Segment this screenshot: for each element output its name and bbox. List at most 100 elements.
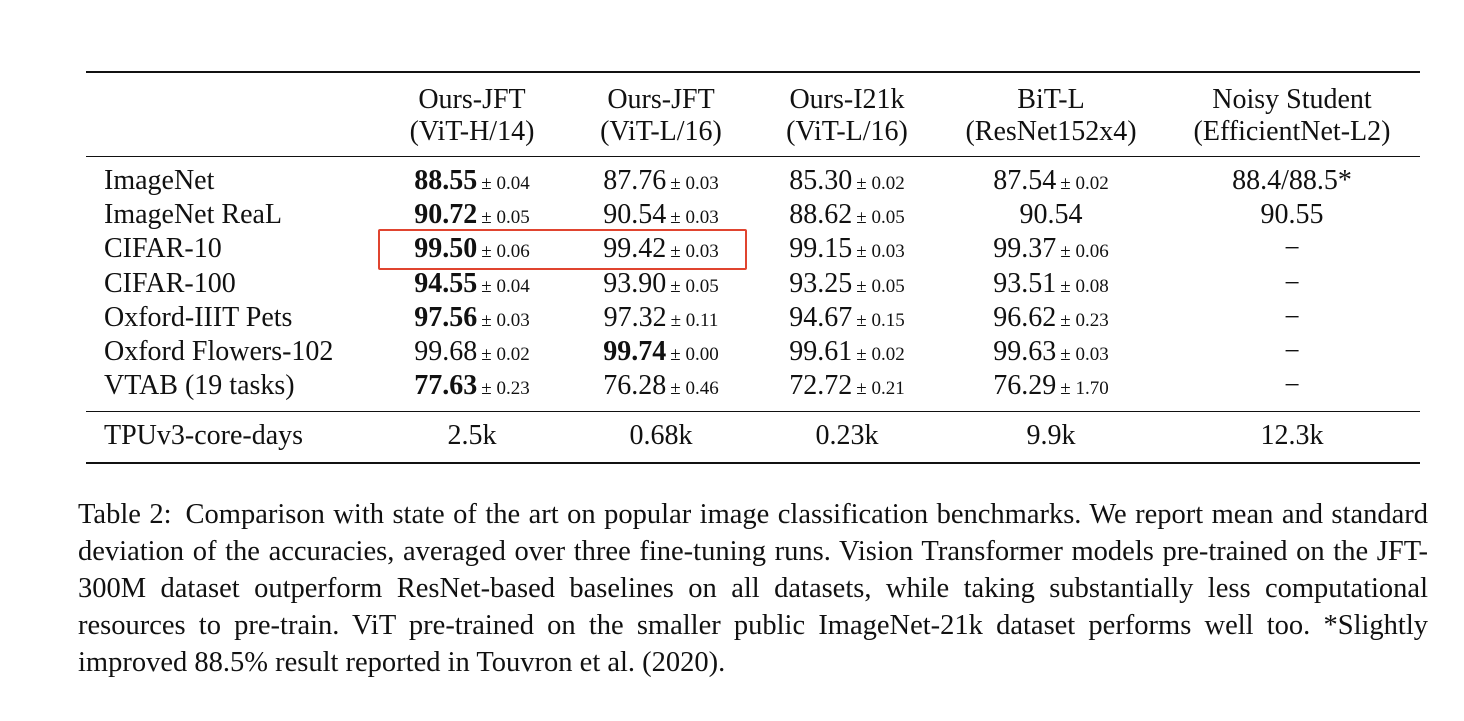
table-cell: 76.28 ± 0.46 bbox=[603, 369, 718, 406]
table-cell: 96.62 ± 0.23 bbox=[993, 301, 1108, 338]
cell-std-dev: ± 0.23 bbox=[1060, 310, 1109, 331]
cell-std-dev: ± 0.06 bbox=[1060, 241, 1109, 262]
column-header-name: Ours-I21k bbox=[789, 84, 905, 115]
cell-std-dev: ± 0.03 bbox=[670, 173, 719, 194]
cell-value: 93.51 bbox=[993, 268, 1057, 299]
cell-value: − bbox=[1284, 302, 1300, 333]
table-cell: 93.51 ± 0.08 bbox=[993, 267, 1108, 304]
table-cell: 87.76 ± 0.03 bbox=[603, 164, 718, 201]
table-cell: 87.54 ± 0.02 bbox=[993, 164, 1108, 201]
cell-value: 77.63 bbox=[414, 370, 478, 401]
table-cell: 88.62 ± 0.05 bbox=[789, 198, 904, 235]
table-cell: 93.25 ± 0.05 bbox=[789, 267, 904, 304]
cell-std-dev: ± 0.03 bbox=[670, 241, 719, 262]
table-bottom-rule bbox=[86, 462, 1420, 464]
cell-std-dev: ± 1.70 bbox=[1060, 378, 1109, 399]
cell-std-dev: ± 0.02 bbox=[481, 344, 530, 365]
table-cell: 97.56 ± 0.03 bbox=[414, 301, 529, 338]
cell-std-dev: ± 0.03 bbox=[1060, 344, 1109, 365]
column-header: Ours-JFT (ViT-H/14) bbox=[410, 84, 535, 148]
cell-value: 99.50 bbox=[414, 233, 478, 264]
cell-value: 94.67 bbox=[789, 302, 853, 333]
cell-value: 97.32 bbox=[603, 302, 667, 333]
cell-value: 88.55 bbox=[414, 165, 478, 196]
cell-std-dev: ± 0.02 bbox=[856, 173, 905, 194]
table-cell: 94.67 ± 0.15 bbox=[789, 301, 904, 338]
cell-std-dev: ± 0.03 bbox=[856, 241, 905, 262]
table-cell: 72.72 ± 0.21 bbox=[789, 369, 904, 406]
row-label: Oxford-IIIT Pets bbox=[104, 302, 293, 333]
cell-value: 93.25 bbox=[789, 268, 853, 299]
column-header: Noisy Student (EfficientNet-L2) bbox=[1194, 84, 1391, 148]
cell-std-dev: ± 0.11 bbox=[670, 310, 719, 331]
column-header: BiT-L (ResNet152x4) bbox=[965, 84, 1136, 148]
cell-std-dev: ± 0.03 bbox=[481, 310, 530, 331]
cell-value: 88.62 bbox=[789, 199, 853, 230]
caption-label: Table 2: bbox=[78, 499, 172, 530]
cell-std-dev: ± 0.04 bbox=[481, 276, 530, 297]
row-label: CIFAR-10 bbox=[104, 233, 222, 264]
column-header-name: Ours-JFT bbox=[418, 84, 526, 115]
table-cell: 76.29 ± 1.70 bbox=[993, 369, 1108, 406]
cell-value: 99.68 bbox=[414, 336, 478, 367]
cost-cell: 0.68k bbox=[629, 420, 693, 451]
cell-value: 97.56 bbox=[414, 302, 478, 333]
table-cell: 90.55 bbox=[1261, 198, 1324, 232]
cell-std-dev: ± 0.06 bbox=[481, 241, 530, 262]
table-cell: 99.61 ± 0.02 bbox=[789, 335, 904, 372]
table-cell: 90.54 ± 0.03 bbox=[603, 198, 718, 235]
row-label: TPUv3-core-days bbox=[104, 420, 304, 451]
cell-value: 90.54 bbox=[603, 199, 667, 230]
table-cell: − bbox=[1284, 301, 1300, 335]
cell-std-dev: ± 0.04 bbox=[481, 173, 530, 194]
table-cell: − bbox=[1284, 369, 1300, 403]
cell-std-dev: ± 0.05 bbox=[481, 207, 530, 228]
cell-std-dev: ± 0.02 bbox=[1060, 173, 1109, 194]
table-cell: 88.4/88.5* bbox=[1232, 164, 1352, 198]
cell-value: − bbox=[1284, 370, 1300, 401]
cost-cell: 0.23k bbox=[815, 420, 879, 451]
cell-std-dev: ± 0.00 bbox=[670, 344, 719, 365]
table-cost-rule bbox=[86, 411, 1420, 412]
cell-value: 76.29 bbox=[993, 370, 1057, 401]
cell-value: 87.76 bbox=[603, 165, 667, 196]
cell-value: − bbox=[1284, 336, 1300, 367]
table-cell: 85.30 ± 0.02 bbox=[789, 164, 904, 201]
cell-value: 85.30 bbox=[789, 165, 853, 196]
cell-std-dev: ± 0.03 bbox=[670, 207, 719, 228]
table-cell: 90.54 bbox=[1020, 198, 1083, 232]
table-cell: 94.55 ± 0.04 bbox=[414, 267, 529, 304]
cell-value: 90.54 bbox=[1019, 199, 1083, 230]
cell-value: 99.37 bbox=[993, 233, 1057, 264]
table-cell: 99.50 ± 0.06 bbox=[414, 232, 529, 269]
cell-std-dev: ± 0.05 bbox=[670, 276, 719, 297]
cell-value: 72.72 bbox=[789, 370, 853, 401]
cell-value: 93.90 bbox=[603, 268, 667, 299]
column-header-model: (ViT-H/14) bbox=[409, 116, 535, 147]
cell-std-dev: ± 0.21 bbox=[856, 378, 905, 399]
cell-value: − bbox=[1284, 268, 1300, 299]
table-cell: − bbox=[1284, 232, 1300, 266]
cell-std-dev: ± 0.15 bbox=[856, 310, 905, 331]
cell-std-dev: ± 0.05 bbox=[856, 276, 905, 297]
column-header: Ours-I21k (ViT-L/16) bbox=[786, 84, 908, 148]
column-header-model: (EfficientNet-L2) bbox=[1193, 116, 1391, 147]
table-cell: 99.42 ± 0.03 bbox=[603, 232, 718, 269]
cell-std-dev: ± 0.08 bbox=[1060, 276, 1109, 297]
table-top-rule bbox=[86, 71, 1420, 73]
table-cell: 90.72 ± 0.05 bbox=[414, 198, 529, 235]
column-header-name: BiT-L bbox=[1017, 84, 1085, 115]
table-cell: − bbox=[1284, 267, 1300, 301]
row-label: VTAB (19 tasks) bbox=[104, 370, 295, 401]
cost-cell: 9.9k bbox=[1026, 420, 1076, 451]
column-header: Ours-JFT (ViT-L/16) bbox=[600, 84, 722, 148]
table-cell: 97.32 ± 0.11 bbox=[604, 301, 719, 338]
column-header-name: Noisy Student bbox=[1212, 84, 1372, 115]
cell-value: 99.74 bbox=[603, 336, 667, 367]
table-cell: 99.15 ± 0.03 bbox=[789, 232, 904, 269]
cell-value: 99.61 bbox=[789, 336, 853, 367]
row-label: CIFAR-100 bbox=[104, 268, 236, 299]
column-header-model: (ResNet152x4) bbox=[965, 116, 1137, 147]
table-cell: − bbox=[1284, 335, 1300, 369]
cell-value: 99.63 bbox=[993, 336, 1057, 367]
